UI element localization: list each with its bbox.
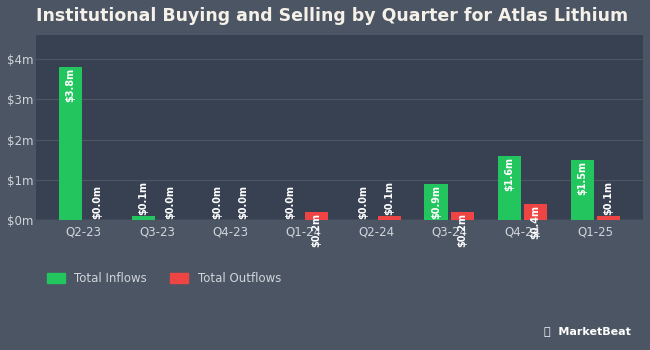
Text: $0.0m: $0.0m	[285, 185, 295, 219]
Text: $3.8m: $3.8m	[66, 68, 75, 102]
Bar	[524, 204, 547, 220]
Bar	[378, 216, 401, 221]
Text: $0.2m: $0.2m	[458, 213, 467, 247]
Text: $0.4m: $0.4m	[530, 205, 541, 239]
Text: $0.0m: $0.0m	[212, 185, 222, 219]
Legend: Total Inflows, Total Outflows: Total Inflows, Total Outflows	[42, 267, 285, 289]
Text: $0.1m: $0.1m	[604, 181, 614, 215]
Text: Institutional Buying and Selling by Quarter for Atlas Lithium: Institutional Buying and Selling by Quar…	[36, 7, 629, 25]
Bar	[450, 212, 474, 220]
Text: $0.1m: $0.1m	[138, 181, 149, 215]
Text: $1.5m: $1.5m	[577, 161, 588, 195]
Bar	[497, 156, 521, 220]
Text: $0.1m: $0.1m	[384, 181, 395, 215]
Text: ⾊  MarketBeat: ⾊ MarketBeat	[543, 326, 630, 336]
Text: $0.9m: $0.9m	[431, 185, 441, 219]
Bar	[597, 216, 620, 221]
Text: $1.6m: $1.6m	[504, 157, 514, 191]
Bar	[571, 160, 594, 220]
Bar	[305, 212, 328, 220]
Bar	[59, 67, 83, 220]
Text: $0.0m: $0.0m	[358, 185, 368, 219]
Text: $0.2m: $0.2m	[311, 213, 321, 247]
Text: $0.0m: $0.0m	[92, 185, 102, 219]
Bar	[132, 216, 155, 221]
Bar	[424, 184, 448, 220]
Text: $0.0m: $0.0m	[165, 185, 175, 219]
Text: $0.0m: $0.0m	[238, 185, 248, 219]
